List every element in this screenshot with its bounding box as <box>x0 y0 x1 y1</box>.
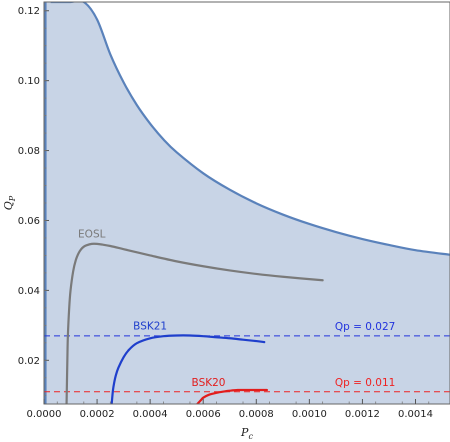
plot-area <box>44 2 450 404</box>
x-tick-label: 0.0004 <box>133 409 168 420</box>
y-tick-label: 0.12 <box>18 6 40 17</box>
region-upper-boundary <box>50 2 450 256</box>
axes: 0.0000 0.0002 0.0004 0.0006 0.0008 0.0010 0.00… <box>18 1 450 420</box>
labels: EOSL BSK21 BSK20 Qp = 0.027 Qp = 0.011 Pc QP <box>2 195 395 441</box>
series-label-bsk20: BSK20 <box>192 377 226 389</box>
series-label-bsk21: BSK21 <box>133 321 167 333</box>
x-tick-label: 0.0002 <box>80 409 115 420</box>
series-bsk20 <box>196 388 268 404</box>
y-tick-label: 0.08 <box>18 146 40 157</box>
x-tick-label: 0.0000 <box>27 409 62 420</box>
y-tick-label: 0.02 <box>18 356 40 367</box>
allowed-region <box>45 2 450 404</box>
x-tick-label: 0.0008 <box>239 409 274 420</box>
series-label-eosl: EOSL <box>78 228 106 240</box>
x-tick-label: 0.0014 <box>398 409 433 420</box>
series-bsk21 <box>110 334 266 404</box>
series-eosl <box>65 242 324 404</box>
x-tick-label: 0.0012 <box>345 409 380 420</box>
y-tick-label: 0.04 <box>18 286 40 297</box>
y-tick-label: 0.10 <box>18 76 40 87</box>
reference-line-label-0: Qp = 0.027 <box>335 321 395 333</box>
x-tick-label: 0.0006 <box>186 409 221 420</box>
y-tick-label: 0.06 <box>18 216 40 227</box>
x-tick-label: 0.0010 <box>292 409 327 420</box>
y-axis-label: QP <box>2 195 17 210</box>
reference-line-label-1: Qp = 0.011 <box>335 377 395 389</box>
x-axis-label: Pc <box>240 426 253 441</box>
